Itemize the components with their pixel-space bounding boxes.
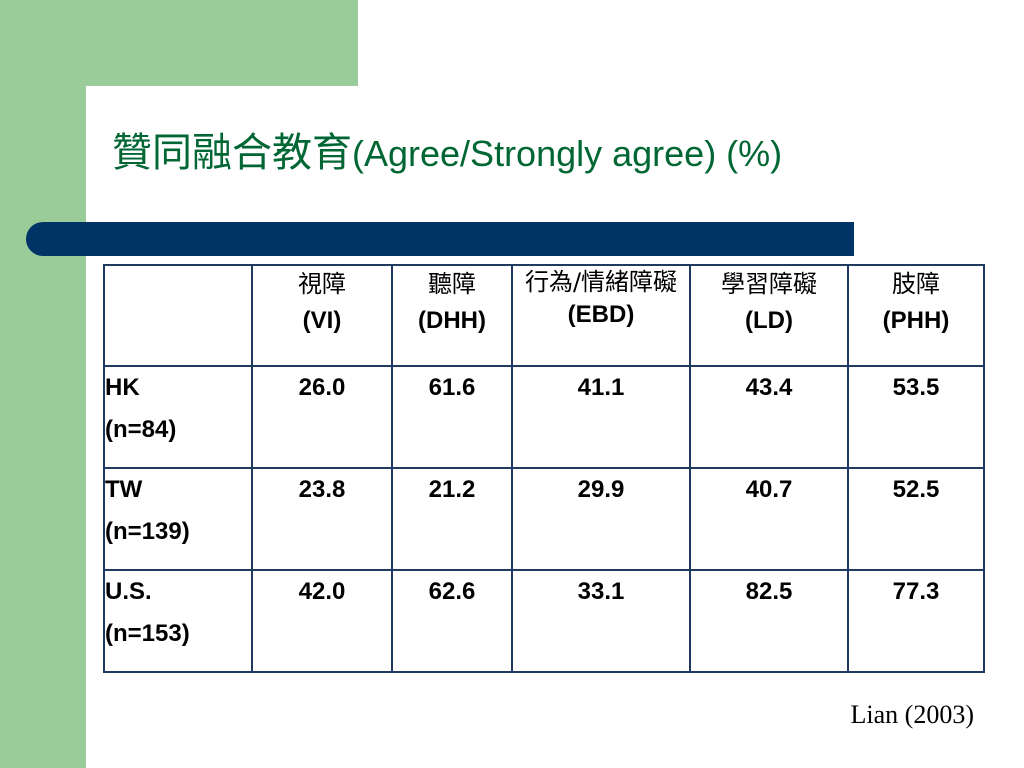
- cell-hk-dhh: 61.6: [391, 365, 513, 469]
- sample-size-hk: (n=84): [105, 416, 177, 443]
- cell-us-vi: 42.0: [251, 569, 393, 673]
- header-vi: 視障 (VI): [251, 264, 393, 367]
- cell-tw-ebd: 29.9: [511, 467, 691, 571]
- table-row-hk: HK (n=84) 26.0 61.6 41.1 43.4 53.5: [103, 365, 985, 469]
- region-hk: HK: [105, 374, 140, 401]
- header-ebd-en: (EBD): [567, 301, 635, 328]
- header-vi-zh: 視障: [298, 270, 346, 298]
- sample-size-us: (n=153): [105, 620, 190, 647]
- cell-us-dhh: 62.6: [391, 569, 513, 673]
- header-vi-en: (VI): [302, 307, 342, 334]
- header-ebd: 行為/情緒障礙 (EBD): [511, 264, 691, 367]
- table-row-tw: TW (n=139) 23.8 21.2 29.9 40.7 52.5: [103, 467, 985, 571]
- row-label-us: U.S. (n=153): [103, 569, 253, 673]
- header-phh: 肢障 (PHH): [847, 264, 985, 367]
- data-table: 視障 (VI) 聽障 (DHH) 行為/情緒障礙(EBD) 學習障礙 (LD) …: [103, 264, 985, 673]
- cell-hk-ebd: 41.1: [511, 365, 691, 469]
- source-citation: Lian (2003): [850, 700, 974, 729]
- cell-us-ld: 82.5: [689, 569, 849, 673]
- header-ld: 學習障礙 (LD): [689, 264, 849, 367]
- decorative-blue-bar: [26, 222, 854, 256]
- header-dhh-en: (DHH): [418, 307, 486, 334]
- cell-tw-phh: 52.5: [847, 467, 985, 571]
- header-ld-en: (LD): [745, 307, 793, 334]
- cell-tw-dhh: 21.2: [391, 467, 513, 571]
- title-english: (Agree/Strongly agree) (%): [352, 133, 783, 174]
- cell-hk-phh: 53.5: [847, 365, 985, 469]
- decorative-green-strip: [0, 0, 86, 768]
- table-row-us: U.S. (n=153) 42.0 62.6 33.1 82.5 77.3: [103, 569, 985, 673]
- cell-hk-vi: 26.0: [251, 365, 393, 469]
- cell-tw-vi: 23.8: [251, 467, 393, 571]
- row-label-tw: TW (n=139): [103, 467, 253, 571]
- slide-title: 贊同融合教育(Agree/Strongly agree) (%): [112, 118, 1012, 189]
- header-phh-en: (PHH): [882, 307, 950, 334]
- cell-tw-ld: 40.7: [689, 467, 849, 571]
- decorative-green-top: [0, 0, 358, 86]
- header-dhh-zh: 聽障: [428, 270, 476, 298]
- row-label-hk: HK (n=84): [103, 365, 253, 469]
- sample-size-tw: (n=139): [105, 518, 190, 545]
- cell-us-phh: 77.3: [847, 569, 985, 673]
- header-phh-zh: 肢障: [892, 270, 940, 298]
- region-us: U.S.: [105, 578, 152, 605]
- table-header-row: 視障 (VI) 聽障 (DHH) 行為/情緒障礙(EBD) 學習障礙 (LD) …: [103, 264, 985, 367]
- header-empty-cell: [103, 264, 253, 367]
- region-tw: TW: [105, 476, 143, 503]
- header-ld-zh: 學習障礙: [721, 270, 817, 298]
- cell-us-ebd: 33.1: [511, 569, 691, 673]
- header-ebd-zh: 行為/情緒障礙: [524, 268, 678, 296]
- title-chinese: 贊同融合教育: [112, 130, 352, 176]
- cell-hk-ld: 43.4: [689, 365, 849, 469]
- header-dhh: 聽障 (DHH): [391, 264, 513, 367]
